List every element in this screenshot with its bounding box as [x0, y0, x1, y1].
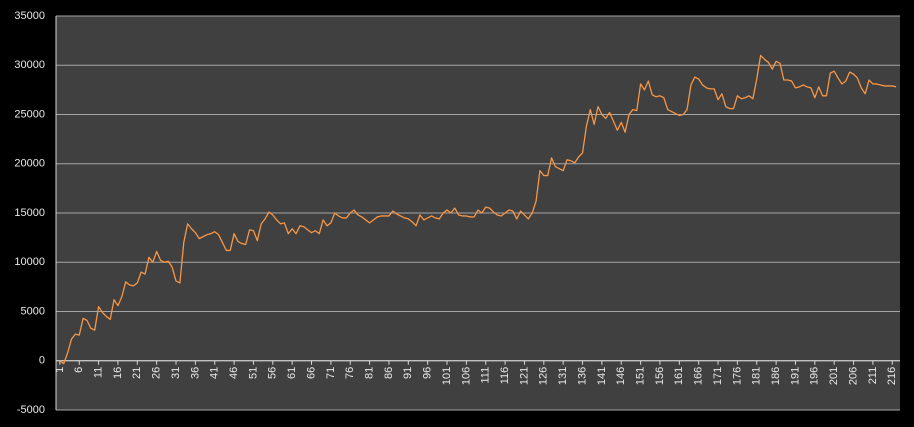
y-tick-label: -5000 [17, 404, 45, 416]
x-tick-label: 86 [383, 367, 395, 379]
x-tick-label: 41 [209, 367, 221, 379]
x-tick-label: 116 [499, 367, 511, 385]
x-tick-label: 141 [596, 367, 608, 385]
y-tick-label: 10000 [14, 256, 45, 268]
x-tick-label: 171 [712, 367, 724, 385]
x-tick-label: 166 [693, 367, 705, 385]
data-line [59, 54, 897, 365]
y-tick-label: 5000 [21, 305, 45, 317]
x-tick-label: 201 [828, 367, 840, 385]
x-tick-label: 26 [151, 367, 163, 379]
y-tick-label: 15000 [14, 207, 45, 219]
x-tick-label: 211 [867, 367, 879, 385]
x-tick-label: 16 [112, 367, 124, 379]
x-tick-label: 126 [538, 367, 550, 385]
x-tick-label: 56 [267, 367, 279, 379]
x-tick-label: 131 [557, 367, 569, 385]
x-tick-label: 186 [770, 367, 782, 385]
x-tick-label: 161 [673, 367, 685, 385]
x-tick-label: 196 [809, 367, 821, 385]
x-tick-label: 36 [189, 367, 201, 379]
y-tick-label: 20000 [14, 158, 45, 170]
x-tick-label: 61 [286, 367, 298, 379]
x-tick-label: 81 [364, 367, 376, 379]
x-tick-label: 71 [325, 367, 337, 379]
x-tick-label: 181 [751, 367, 763, 385]
x-tick-label: 96 [422, 367, 434, 379]
y-tick-label: 35000 [14, 10, 45, 22]
x-tick-label: 101 [441, 367, 453, 385]
y-tick-label: 0 [39, 355, 45, 367]
x-tick-label: 11 [92, 367, 104, 378]
x-tick-label: 111 [480, 367, 492, 384]
x-tick-label: 106 [460, 367, 472, 385]
x-tick-label: 1 [54, 367, 66, 373]
x-tick-label: 176 [731, 367, 743, 385]
x-tick-label: 6 [73, 367, 85, 373]
x-tick-label: 31 [170, 367, 182, 379]
x-tick-label: 146 [615, 367, 627, 385]
x-tick-label: 156 [654, 367, 666, 385]
y-tick-label: 30000 [14, 59, 45, 71]
x-tick-label: 191 [789, 367, 801, 385]
x-tick-label: 76 [344, 367, 356, 379]
x-tick-label: 216 [886, 367, 898, 385]
x-tick-label: 46 [228, 367, 240, 379]
x-tick-label: 91 [402, 367, 414, 379]
x-tick-label: 66 [305, 367, 317, 379]
x-tick-label: 136 [576, 367, 588, 385]
x-tick-label: 121 [518, 367, 530, 385]
y-tick-label: 25000 [14, 108, 45, 120]
x-tick-label: 51 [247, 367, 259, 379]
x-tick-label: 206 [847, 367, 859, 385]
x-tick-label: 21 [131, 367, 143, 379]
x-tick-label: 151 [635, 367, 647, 385]
